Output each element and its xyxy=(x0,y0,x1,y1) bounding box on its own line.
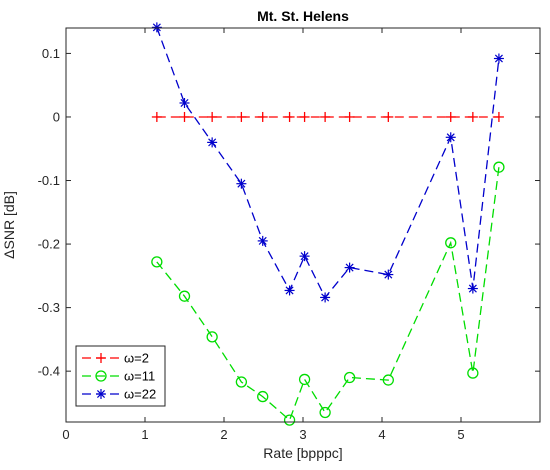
data-point-0-10 xyxy=(445,111,456,122)
data-point-1-0 xyxy=(151,256,163,268)
data-point-1-1 xyxy=(178,290,191,302)
series-layer xyxy=(151,22,505,426)
data-point-1-7 xyxy=(319,406,331,419)
series-2 xyxy=(151,22,504,303)
data-point-2-1 xyxy=(179,97,190,108)
series-0 xyxy=(151,111,504,122)
data-point-2-0 xyxy=(151,22,162,33)
data-point-1-10 xyxy=(445,237,457,249)
data-point-1-9 xyxy=(382,374,394,386)
data-point-2-12 xyxy=(493,53,504,64)
legend-marker-2 xyxy=(96,389,106,399)
x-axis-label: Rate [bpppc] xyxy=(263,445,342,461)
data-point-1-11 xyxy=(467,367,479,379)
data-point-1-2 xyxy=(206,331,218,343)
data-point-0-0 xyxy=(151,111,162,122)
data-point-0-1 xyxy=(179,111,190,122)
legend-label-1: ω=11 xyxy=(124,369,155,384)
legend-entry-2: ω=22 xyxy=(82,387,156,402)
data-point-1-12 xyxy=(493,161,505,173)
y-tick-label-0: 0.1 xyxy=(42,46,60,61)
data-point-0-6 xyxy=(299,111,310,122)
data-point-2-6 xyxy=(299,251,310,262)
data-point-0-4 xyxy=(257,111,268,122)
data-point-2-10 xyxy=(445,132,456,143)
axes-layer: 0 1 2 3 4 5 0.1 0 -0.1 -0.2 -0.3 -0.4 xyxy=(38,27,541,442)
y-tick-label-2: -0.1 xyxy=(38,173,60,188)
data-point-1-6 xyxy=(298,373,311,386)
x-tick-label-5: 5 xyxy=(457,427,464,442)
chart-title: Mt. St. Helens xyxy=(257,8,349,24)
data-point-2-8 xyxy=(344,262,355,273)
data-point-0-8 xyxy=(344,111,355,122)
x-tick-label-0: 0 xyxy=(62,427,69,442)
data-point-1-3 xyxy=(235,376,248,388)
data-point-2-9 xyxy=(383,269,394,280)
legend-marker-0 xyxy=(96,353,106,363)
legend-entry-1: ω=11 xyxy=(82,369,155,384)
legend: ω=2 ω=11 ω=22 xyxy=(75,345,166,407)
y-axis-label: ΔSNR [dB] xyxy=(1,191,17,259)
x-tick-label-1: 1 xyxy=(141,427,148,442)
x-tick-label-2: 2 xyxy=(220,427,227,442)
data-point-2-5 xyxy=(284,285,295,296)
data-point-0-9 xyxy=(383,111,394,122)
legend-label-2: ω=22 xyxy=(124,387,156,402)
y-tick-label-4: -0.3 xyxy=(38,300,60,315)
y-tick-label-3: -0.2 xyxy=(38,237,60,252)
data-point-2-2 xyxy=(207,137,218,148)
y-tick-label-5: -0.4 xyxy=(38,364,60,379)
data-point-1-5 xyxy=(283,414,296,426)
y-tick-label-1: 0 xyxy=(53,109,60,124)
data-point-2-11 xyxy=(467,283,478,294)
data-point-0-3 xyxy=(236,111,247,122)
data-point-0-5 xyxy=(284,111,295,122)
data-point-2-7 xyxy=(320,292,331,303)
data-point-2-4 xyxy=(257,235,268,246)
data-point-0-12 xyxy=(493,111,504,122)
legend-marker-1 xyxy=(95,370,107,382)
x-tick-label-4: 4 xyxy=(378,427,385,442)
legend-label-0: ω=2 xyxy=(124,351,149,366)
legend-entry-0: ω=2 xyxy=(82,351,149,366)
series-1 xyxy=(151,161,505,426)
x-tick-label-3: 3 xyxy=(299,427,306,442)
data-point-2-3 xyxy=(236,178,247,189)
data-point-0-11 xyxy=(467,111,478,122)
data-point-1-4 xyxy=(257,390,269,403)
data-point-0-2 xyxy=(207,111,218,122)
data-point-1-8 xyxy=(343,371,356,384)
series-line-1 xyxy=(156,167,500,422)
data-point-0-7 xyxy=(320,111,331,122)
